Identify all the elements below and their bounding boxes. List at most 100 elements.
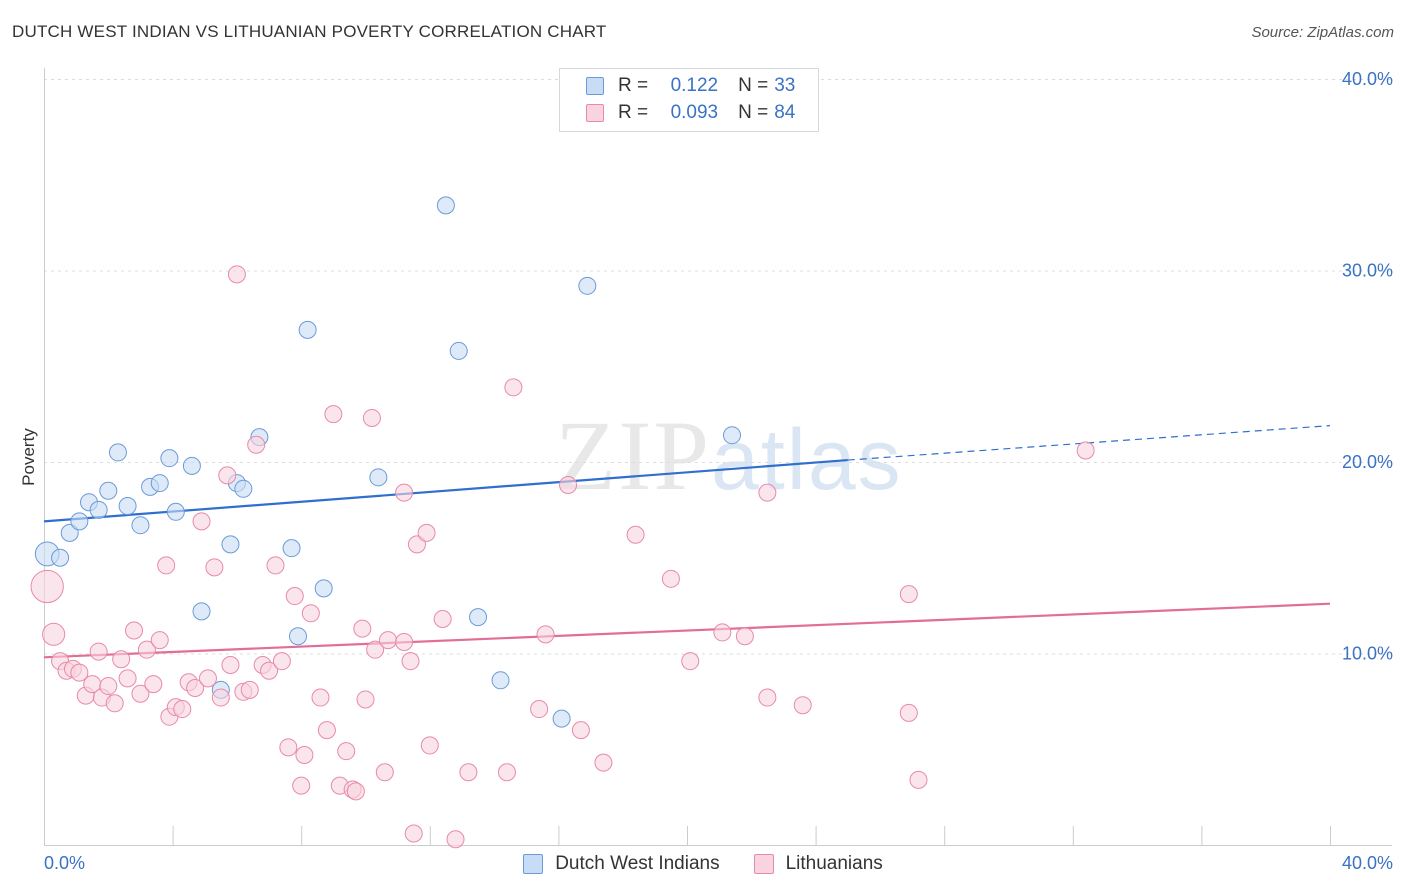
- point-lithuanians: [292, 776, 311, 795]
- point-dutch-west-indians: [298, 320, 317, 339]
- point-lithuanians: [42, 622, 66, 646]
- legend-row-dutch-west-indians: R = 0.122 N = 33: [586, 73, 795, 99]
- point-lithuanians: [1076, 441, 1095, 460]
- point-lithuanians: [272, 652, 291, 671]
- point-lithuanians: [240, 680, 259, 699]
- watermark: ZIPatlas: [555, 398, 903, 513]
- point-lithuanians: [417, 523, 436, 542]
- chart-title: DUTCH WEST INDIAN VS LITHUANIAN POVERTY …: [12, 22, 607, 41]
- point-dutch-west-indians: [234, 479, 253, 498]
- y-tick-label: 20.0%: [1342, 452, 1393, 472]
- point-dutch-west-indians: [552, 709, 571, 728]
- point-lithuanians: [266, 556, 285, 575]
- point-lithuanians: [459, 763, 478, 782]
- point-lithuanians: [150, 631, 169, 650]
- point-lithuanians: [735, 627, 754, 646]
- legend-item-dutch-west-indians: Dutch West Indians: [523, 853, 720, 875]
- data-points: [30, 196, 1095, 849]
- point-lithuanians: [137, 640, 156, 659]
- axes: [44, 68, 1392, 846]
- point-lithuanians: [793, 696, 812, 715]
- point-lithuanians: [218, 466, 237, 485]
- legend-n-label: N =: [738, 75, 769, 96]
- legend-swatch-pink: [586, 104, 604, 122]
- legend-r-value: 0.122: [670, 75, 719, 96]
- point-lithuanians: [337, 742, 356, 761]
- legend-label: Dutch West Indians: [555, 853, 720, 874]
- point-dutch-west-indians: [192, 602, 211, 621]
- point-lithuanians: [247, 435, 266, 454]
- point-dutch-west-indians: [60, 523, 79, 542]
- legend-n-value: 84: [774, 102, 796, 123]
- point-dutch-west-indians: [221, 535, 240, 554]
- legend-n-value: 33: [774, 75, 796, 96]
- point-lithuanians: [530, 700, 549, 719]
- legend-swatch-blue: [586, 77, 604, 95]
- point-lithuanians: [594, 753, 613, 772]
- point-lithuanians: [89, 642, 108, 661]
- point-lithuanians: [559, 475, 578, 494]
- point-lithuanians: [112, 650, 131, 669]
- point-lithuanians: [295, 745, 314, 764]
- point-lithuanians: [536, 625, 555, 644]
- legend-swatch-pink: [753, 854, 774, 874]
- point-lithuanians: [497, 763, 516, 782]
- point-lithuanians: [356, 690, 375, 709]
- point-lithuanians: [205, 558, 224, 577]
- legend-n-label: N =: [738, 102, 769, 123]
- point-lithuanians: [173, 700, 192, 719]
- point-dutch-west-indians: [160, 449, 179, 468]
- point-lithuanians: [375, 763, 394, 782]
- point-dutch-west-indians: [108, 443, 127, 462]
- point-lithuanians: [324, 405, 343, 424]
- point-lithuanians: [70, 663, 89, 682]
- point-lithuanians: [504, 378, 523, 397]
- point-lithuanians: [395, 483, 414, 502]
- point-dutch-west-indians: [150, 474, 169, 493]
- point-lithuanians: [626, 525, 645, 544]
- point-lithuanians: [131, 684, 150, 703]
- tick-labels: 10.0% 20.0% 30.0% 40.0% 0.0% 40.0% Poverty: [19, 69, 1393, 873]
- legend-label: Lithuanians: [785, 853, 883, 874]
- point-lithuanians: [118, 669, 137, 688]
- point-lithuanians: [99, 677, 118, 696]
- point-lithuanians: [211, 688, 230, 707]
- y-tick-label: 40.0%: [1342, 69, 1393, 89]
- point-lithuanians: [420, 736, 439, 755]
- point-lithuanians: [446, 830, 465, 849]
- point-lithuanians: [366, 640, 385, 659]
- point-lithuanians: [125, 621, 144, 640]
- y-axis-label: Poverty: [19, 428, 38, 486]
- x-tick-label: 0.0%: [44, 853, 85, 873]
- point-dutch-west-indians: [491, 671, 510, 690]
- point-lithuanians: [285, 587, 304, 606]
- point-lithuanians: [157, 556, 176, 575]
- point-lithuanians: [379, 631, 398, 650]
- point-lithuanians: [433, 610, 452, 629]
- point-lithuanians: [362, 408, 381, 427]
- point-dutch-west-indians: [723, 426, 742, 445]
- point-dutch-west-indians: [131, 516, 150, 535]
- point-lithuanians: [105, 694, 124, 713]
- point-dutch-west-indians: [436, 196, 455, 215]
- point-lithuanians: [758, 688, 777, 707]
- watermark-atlas: atlas: [711, 412, 903, 508]
- point-lithuanians: [681, 652, 700, 671]
- point-lithuanians: [30, 569, 64, 604]
- legend-item-lithuanians: Lithuanians: [753, 853, 883, 875]
- point-lithuanians: [346, 782, 365, 801]
- point-dutch-west-indians: [469, 608, 488, 627]
- point-lithuanians: [758, 483, 777, 502]
- point-dutch-west-indians: [166, 502, 185, 521]
- y-tick-label: 30.0%: [1342, 261, 1393, 281]
- point-lithuanians: [144, 675, 163, 694]
- point-lithuanians: [279, 738, 298, 757]
- point-lithuanians: [571, 721, 590, 740]
- legend-r-label: R =: [618, 102, 649, 123]
- stats-legend: R = 0.122 N = 33 R = 0.093 N = 84: [559, 68, 819, 132]
- point-lithuanians: [186, 678, 205, 697]
- y-tick-label: 10.0%: [1342, 644, 1393, 664]
- x-tick-label: 40.0%: [1342, 853, 1393, 873]
- point-lithuanians: [395, 633, 414, 652]
